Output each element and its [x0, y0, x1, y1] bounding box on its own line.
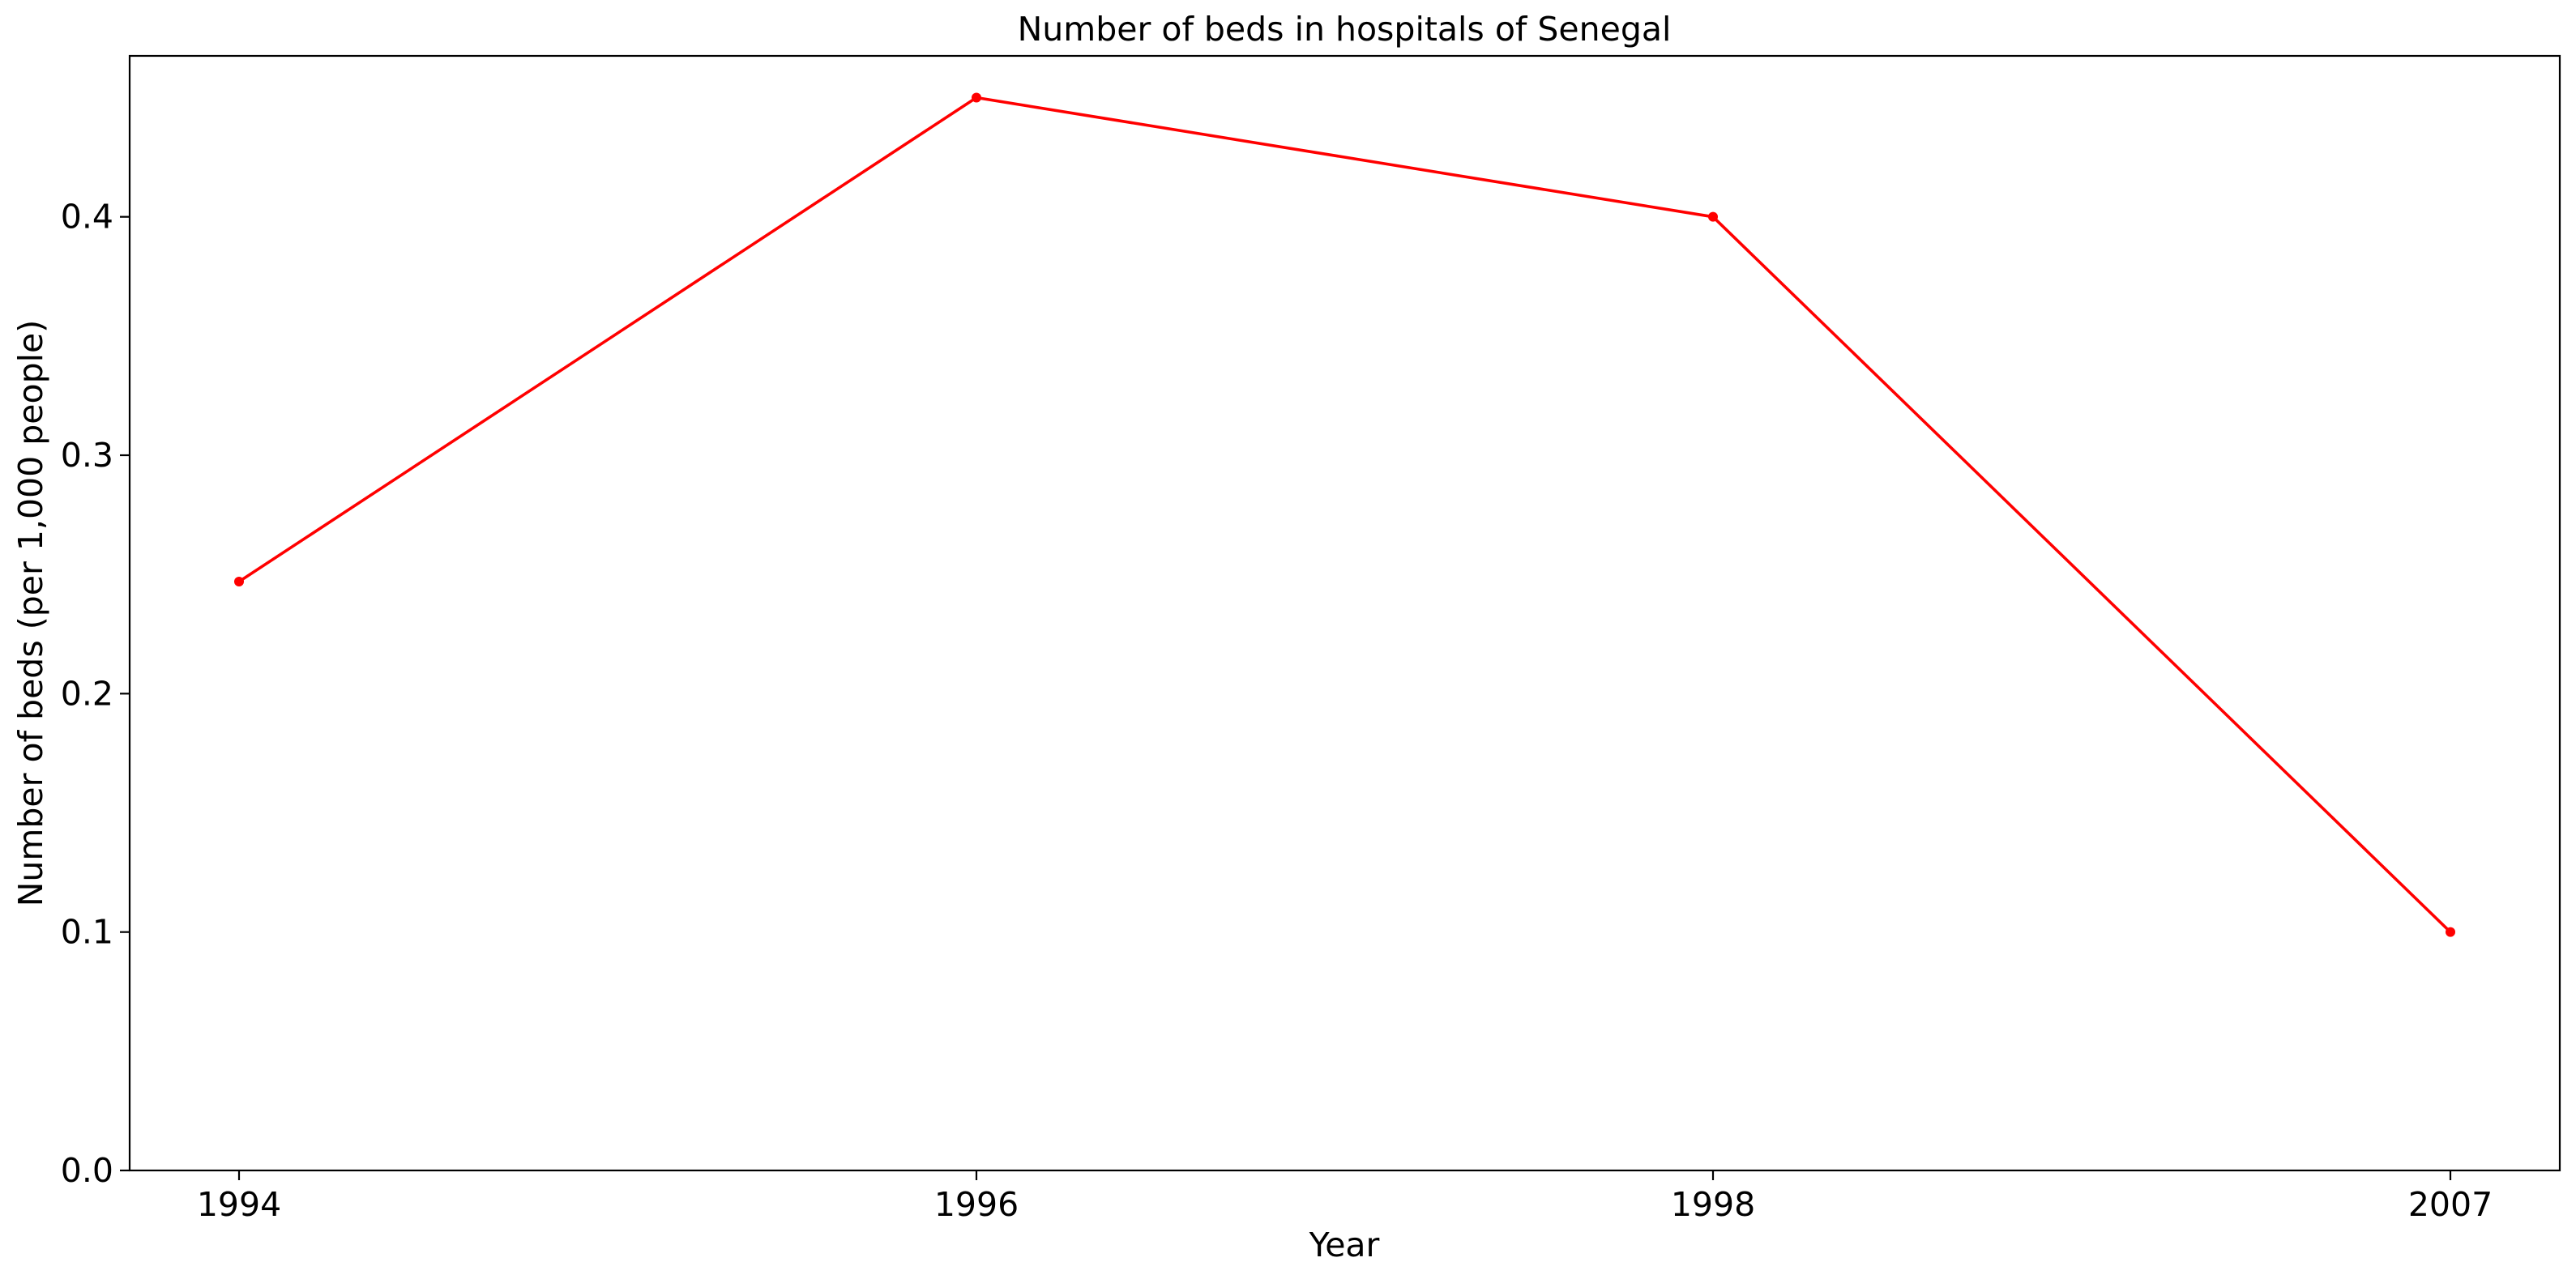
series-line — [237, 96, 2452, 934]
chart-title: Number of beds in hospitals of Senegal — [1018, 10, 1672, 49]
data-point — [234, 577, 244, 587]
x-tick-label: 1998 — [1671, 1185, 1755, 1224]
x-axis-label: Year — [1309, 1226, 1380, 1264]
data-point — [2446, 927, 2455, 937]
y-tick-label: 0.3 — [61, 436, 113, 475]
x-tick-label: 1996 — [934, 1185, 1019, 1224]
y-tick-label: 0.4 — [61, 198, 113, 237]
data-point — [1708, 211, 1718, 222]
x-axis-ticks: 1994 1996 1998 2007 — [197, 1170, 2493, 1224]
y-tick-label: 0.1 — [61, 913, 113, 952]
x-tick-label: 2007 — [2408, 1185, 2493, 1224]
y-axis-label: Number of beds (per 1,000 people) — [11, 320, 50, 906]
y-axis-ticks: 0.0 0.1 0.2 0.3 0.4 — [61, 198, 130, 1190]
plot-frame — [128, 54, 2561, 1172]
y-tick-label: 0.2 — [61, 674, 113, 713]
data-point — [972, 92, 981, 103]
x-tick-label: 1994 — [197, 1185, 281, 1224]
series-layer — [234, 92, 2455, 937]
y-tick-label: 0.0 — [61, 1151, 113, 1190]
